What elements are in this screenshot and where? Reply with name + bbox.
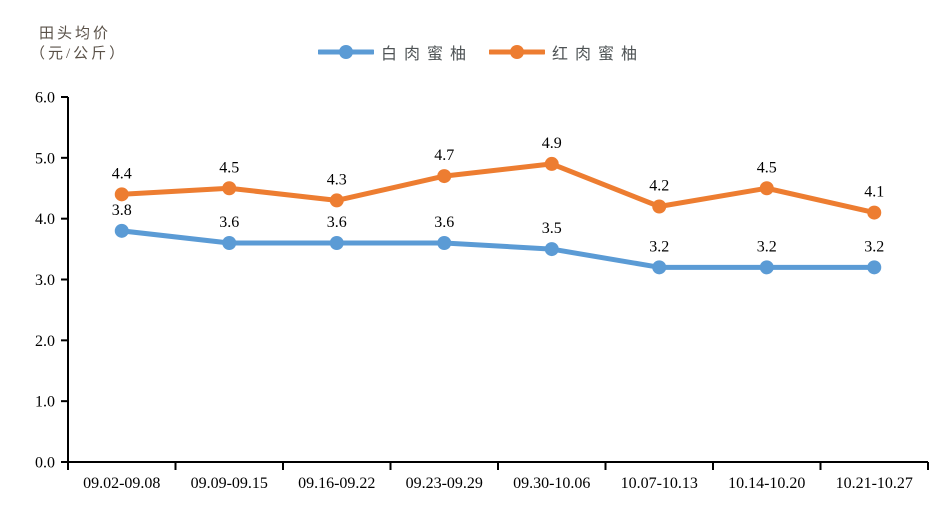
data-point-white-pomelo — [329, 236, 344, 250]
legend-line-marker-icon — [318, 45, 374, 59]
x-axis-tick-label: 09.02-09.08 — [83, 475, 160, 492]
data-label-white-pomelo: 3.2 — [757, 238, 777, 255]
legend-label: 红肉蜜柚 — [552, 46, 645, 63]
data-label-white-pomelo: 3.6 — [219, 214, 239, 231]
data-point-red-pomelo — [652, 199, 667, 214]
data-label-red-pomelo: 4.5 — [219, 159, 239, 176]
x-axis-tick-label: 10.07-10.13 — [621, 475, 698, 492]
data-label-white-pomelo: 3.5 — [542, 220, 562, 237]
y-axis-tick-label: 4.0 — [35, 211, 55, 228]
data-point-red-pomelo — [114, 187, 129, 202]
data-label-red-pomelo: 4.5 — [757, 159, 777, 176]
data-point-red-pomelo — [867, 205, 882, 220]
data-label-white-pomelo: 3.2 — [649, 238, 669, 255]
series-line-white-pomelo — [119, 228, 877, 270]
x-axis-tick-label: 09.09-09.15 — [191, 475, 268, 492]
data-label-white-pomelo: 3.6 — [434, 214, 454, 231]
legend-item-red-pomelo[interactable]: 红肉蜜柚 — [489, 40, 644, 64]
y-axis-tick-label: 1.0 — [35, 394, 55, 411]
data-point-white-pomelo — [652, 260, 667, 275]
y-axis-title-line2: （元/公斤） — [30, 46, 128, 62]
x-axis-tick-label: 09.30-10.06 — [513, 475, 590, 492]
data-point-white-pomelo — [544, 242, 559, 257]
data-point-red-pomelo — [437, 169, 452, 184]
y-axis-title: 田头均价 （元/公斤） — [30, 24, 127, 64]
data-point-white-pomelo — [437, 236, 452, 250]
data-point-white-pomelo — [759, 260, 774, 275]
data-label-white-pomelo: 3.8 — [112, 202, 132, 219]
y-axis-tick-label: 2.0 — [35, 333, 55, 350]
data-label-red-pomelo: 4.7 — [434, 147, 454, 164]
data-label-red-pomelo: 4.9 — [542, 135, 562, 152]
y-axis-tick-label: 5.0 — [35, 150, 55, 167]
data-label-red-pomelo: 4.2 — [649, 178, 669, 195]
x-axis-tick-label: 10.14-10.20 — [728, 475, 805, 492]
data-label-white-pomelo: 3.6 — [327, 214, 347, 231]
x-axis-tick-label: 09.16-09.22 — [298, 475, 375, 492]
data-point-red-pomelo — [544, 156, 559, 171]
data-label-red-pomelo: 4.1 — [864, 184, 884, 201]
legend-line-marker-icon — [489, 45, 546, 59]
y-axis-tick-label: 0.0 — [35, 455, 55, 472]
data-point-red-pomelo — [759, 181, 774, 196]
data-label-red-pomelo: 4.3 — [327, 171, 347, 188]
series-line-red-pomelo — [119, 161, 877, 216]
x-axis-tick-label: 10.21-10.27 — [836, 475, 913, 492]
data-point-red-pomelo — [329, 193, 344, 208]
legend-item-white-pomelo[interactable]: 白肉蜜柚 — [318, 40, 473, 64]
data-label-red-pomelo: 4.4 — [112, 165, 132, 182]
y-axis-tick-label: 6.0 — [35, 90, 55, 107]
x-axis-tick-label: 09.23-09.29 — [406, 475, 483, 492]
legend-label: 白肉蜜柚 — [381, 46, 474, 63]
data-point-white-pomelo — [867, 260, 882, 275]
y-axis-tick-label: 3.0 — [35, 272, 55, 289]
chart-legend: 白肉蜜柚 红肉蜜柚 — [318, 40, 644, 64]
data-point-white-pomelo — [222, 236, 237, 250]
data-point-red-pomelo — [222, 181, 237, 196]
data-label-white-pomelo: 3.2 — [864, 238, 884, 255]
data-point-white-pomelo — [114, 223, 129, 238]
y-axis-title-line1: 田头均价 — [39, 26, 112, 42]
